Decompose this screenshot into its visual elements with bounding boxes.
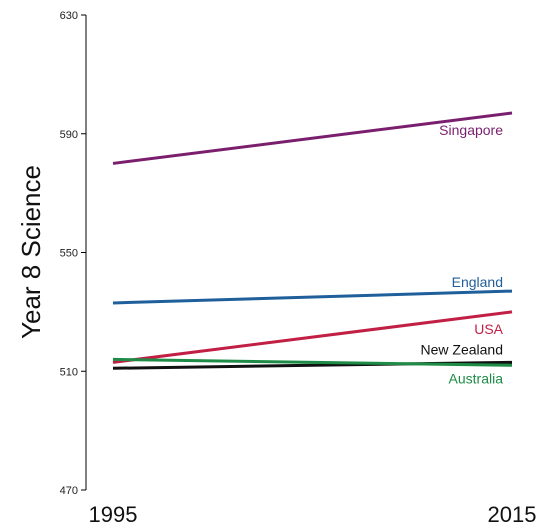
y-ticks: 470 510 550 590 630 bbox=[60, 10, 86, 497]
series-line-singapore bbox=[112, 111, 513, 165]
series-line-england bbox=[112, 289, 513, 305]
y-axis-label: Year 8 Science bbox=[16, 165, 46, 339]
y-tick-label: 550 bbox=[60, 248, 78, 260]
series-label-usa: USA bbox=[474, 321, 503, 337]
y-tick-label: 470 bbox=[60, 485, 78, 497]
series-label-new-zealand: New Zealand bbox=[421, 341, 504, 357]
x-tick-label: 1995 bbox=[89, 502, 138, 524]
series-labels: Singapore England USA New Zealand Australia bbox=[421, 122, 504, 386]
series-line-usa bbox=[112, 310, 513, 364]
series-label-australia: Australia bbox=[449, 370, 504, 386]
series-line-australia bbox=[112, 357, 513, 367]
series-label-singapore: Singapore bbox=[439, 122, 503, 138]
series-label-england: England bbox=[452, 274, 503, 290]
x-tick-label: 2015 bbox=[488, 502, 537, 524]
y-tick-label: 630 bbox=[60, 10, 78, 22]
x-ticks: 1995 2015 bbox=[89, 502, 537, 524]
series-lines bbox=[112, 111, 513, 370]
y-tick-label: 590 bbox=[60, 129, 78, 141]
y-tick-label: 510 bbox=[60, 366, 78, 378]
